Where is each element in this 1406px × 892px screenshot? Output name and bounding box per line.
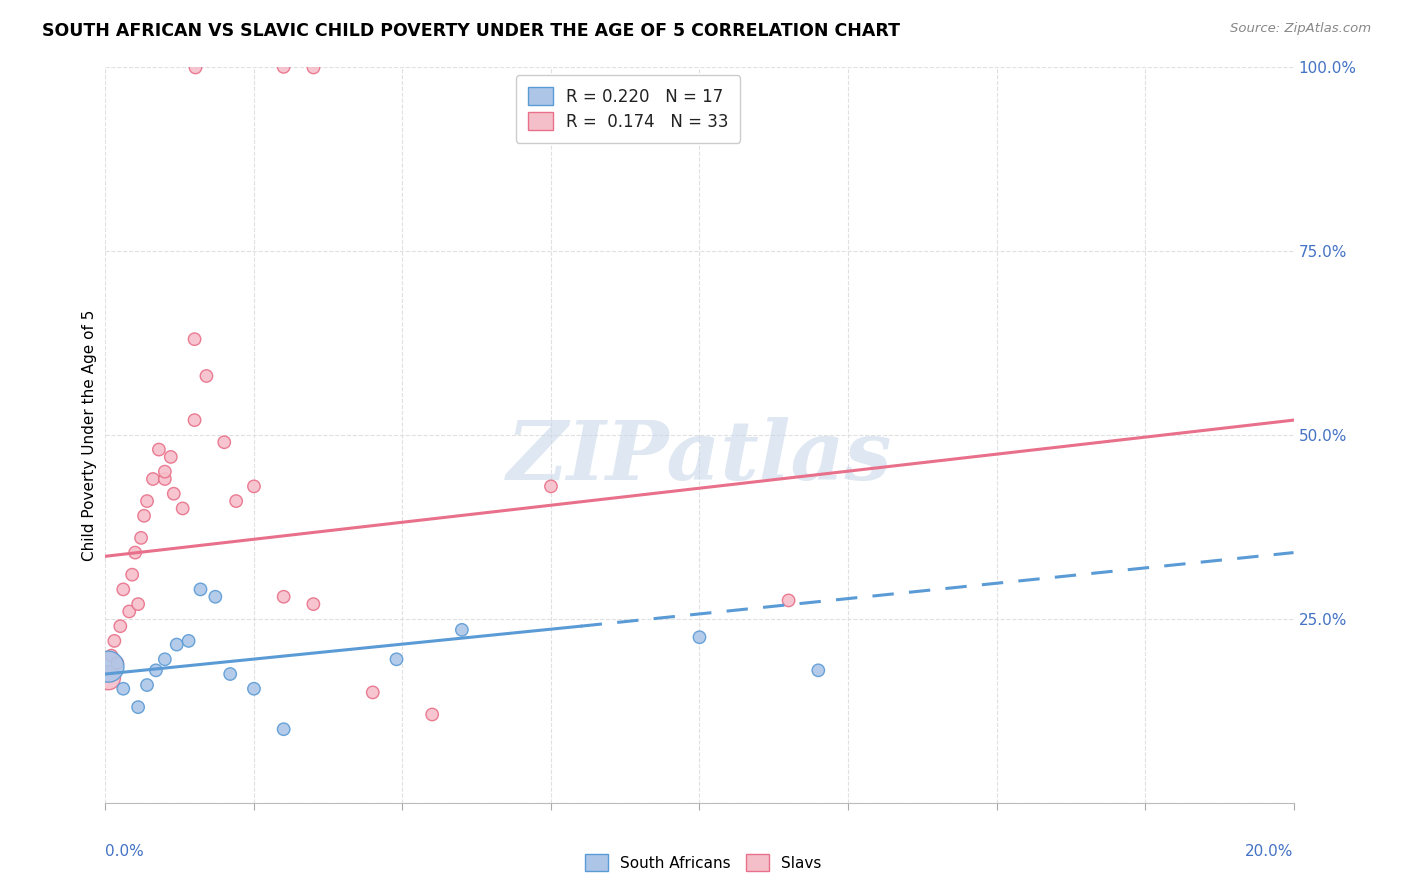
Point bbox=[110, 619, 132, 633]
Text: 0.0%: 0.0% bbox=[105, 845, 145, 859]
Point bbox=[778, 593, 800, 607]
Point bbox=[385, 652, 408, 666]
Point bbox=[807, 664, 830, 678]
Y-axis label: Child Poverty Under the Age of 5: Child Poverty Under the Age of 5 bbox=[82, 310, 97, 560]
Point bbox=[127, 700, 149, 714]
Point bbox=[204, 590, 226, 604]
Point bbox=[136, 678, 159, 692]
Point bbox=[225, 494, 247, 508]
Point bbox=[97, 671, 120, 685]
Point bbox=[420, 707, 443, 722]
Point bbox=[540, 479, 562, 493]
Point bbox=[153, 652, 176, 666]
Point bbox=[153, 465, 176, 479]
Point bbox=[159, 450, 181, 464]
Point bbox=[112, 582, 135, 597]
Point bbox=[129, 531, 152, 545]
Point bbox=[190, 582, 212, 597]
Point bbox=[195, 369, 218, 384]
Point bbox=[103, 633, 125, 648]
Point bbox=[183, 60, 205, 74]
Point bbox=[273, 723, 295, 737]
Point bbox=[243, 681, 266, 696]
Point bbox=[148, 442, 170, 457]
Point bbox=[100, 648, 122, 663]
Point bbox=[166, 638, 188, 652]
Point bbox=[302, 60, 325, 74]
Text: SOUTH AFRICAN VS SLAVIC CHILD POVERTY UNDER THE AGE OF 5 CORRELATION CHART: SOUTH AFRICAN VS SLAVIC CHILD POVERTY UN… bbox=[42, 22, 900, 40]
Text: 20.0%: 20.0% bbox=[1246, 845, 1294, 859]
Point bbox=[112, 681, 135, 696]
Point bbox=[273, 590, 295, 604]
Point bbox=[177, 633, 200, 648]
Point bbox=[163, 487, 186, 501]
Point bbox=[183, 413, 205, 427]
Point bbox=[142, 472, 165, 486]
Point bbox=[689, 630, 711, 644]
Point bbox=[136, 494, 159, 508]
Point bbox=[124, 546, 146, 560]
Point bbox=[183, 332, 205, 346]
Text: ZIPatlas: ZIPatlas bbox=[506, 417, 893, 497]
Legend: R = 0.220   N = 17, R =  0.174   N = 33: R = 0.220 N = 17, R = 0.174 N = 33 bbox=[516, 75, 741, 143]
Point bbox=[273, 60, 295, 74]
Legend: South Africans, Slavs: South Africans, Slavs bbox=[579, 848, 827, 877]
Point bbox=[219, 667, 242, 681]
Point bbox=[145, 664, 167, 678]
Point bbox=[118, 605, 141, 619]
Point bbox=[450, 623, 472, 637]
Point bbox=[97, 659, 120, 673]
Point bbox=[127, 597, 149, 611]
Point bbox=[132, 508, 155, 523]
Point bbox=[302, 597, 325, 611]
Point bbox=[153, 472, 176, 486]
Point bbox=[243, 479, 266, 493]
Point bbox=[105, 656, 128, 670]
Point bbox=[172, 501, 194, 516]
Point bbox=[361, 685, 384, 699]
Text: Source: ZipAtlas.com: Source: ZipAtlas.com bbox=[1230, 22, 1371, 36]
Point bbox=[121, 567, 143, 582]
Point bbox=[214, 435, 236, 450]
